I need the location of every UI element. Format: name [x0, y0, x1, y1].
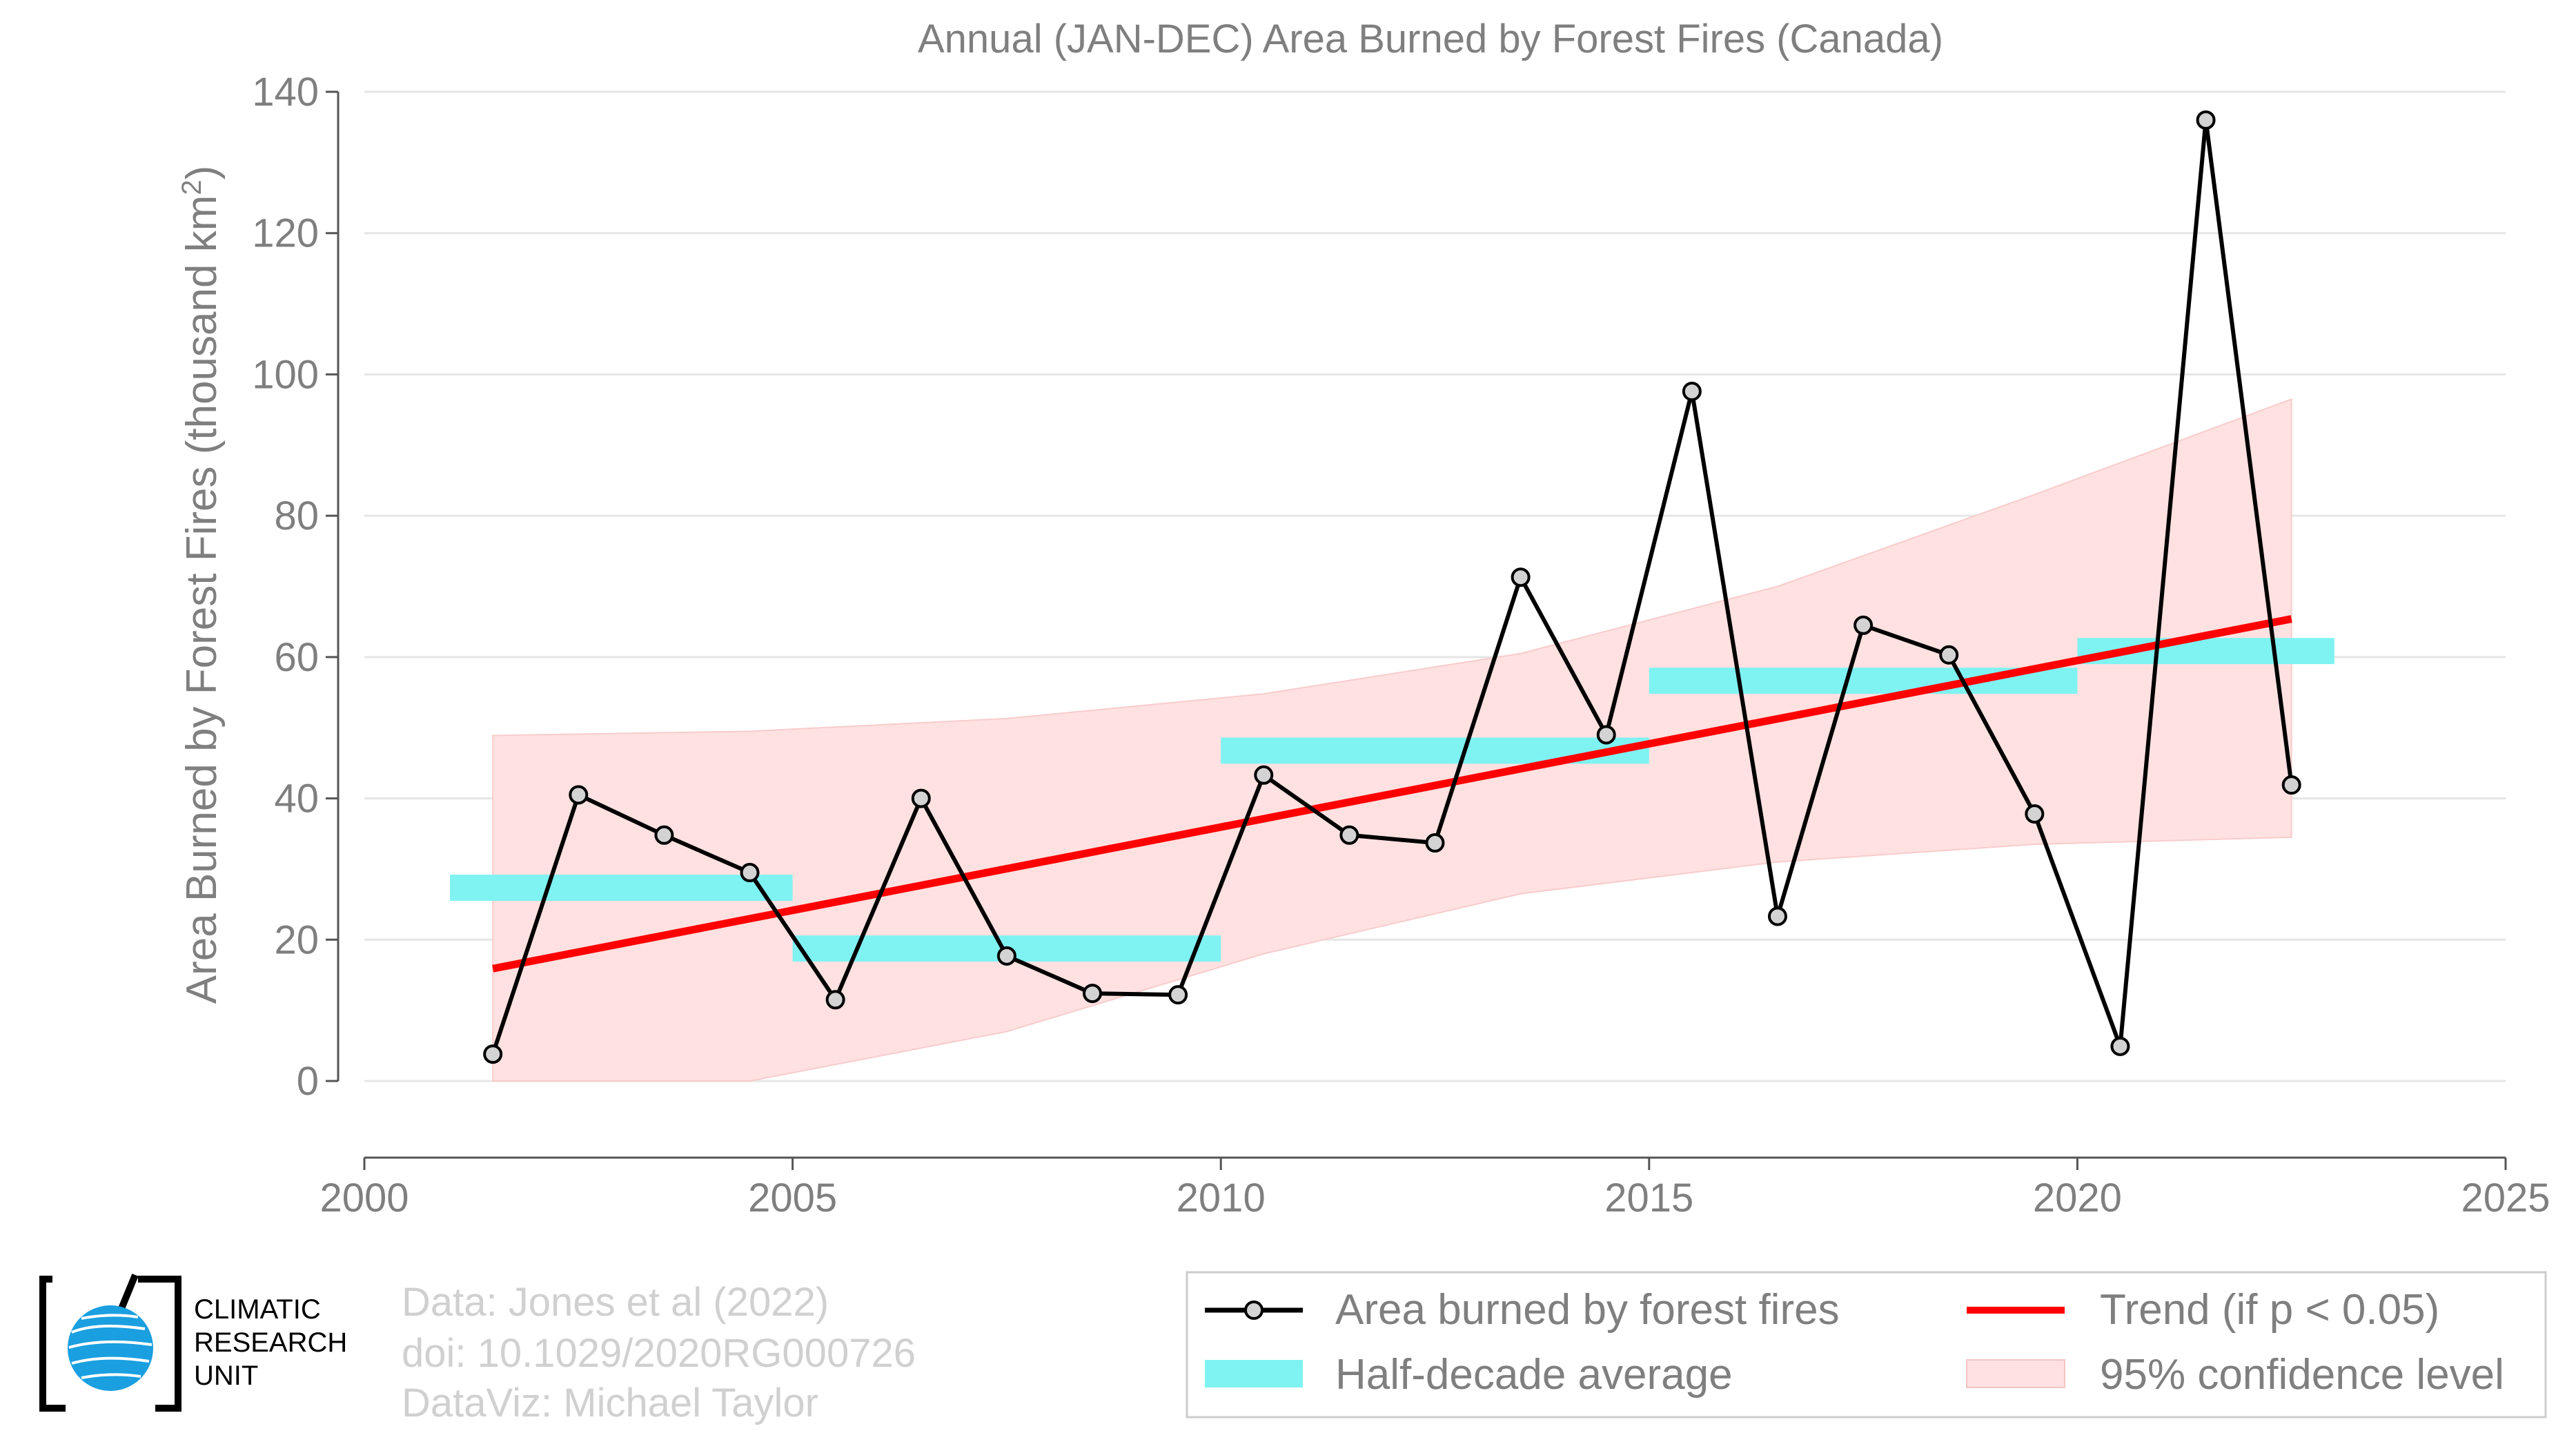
legend-swatch-marker: [1244, 1301, 1264, 1320]
legend-label-confidence: 95% confidence level: [2100, 1351, 2504, 1399]
credit-doi: doi: 10.1029/2020RG000726: [402, 1331, 916, 1376]
credit-dataviz: DataViz: Michael Taylor: [402, 1381, 818, 1425]
y-axis-label: Area Burned by Forest Fires (thousand km…: [177, 166, 226, 1004]
cru-logo: CLIMATIC RESEARCH UNIT: [39, 1274, 347, 1412]
chart-title: Annual (JAN-DEC) Area Burned by Forest F…: [918, 17, 1943, 61]
x-tick-label-2025: 2025: [2461, 1176, 2550, 1220]
legend-item-area-burned: Area burned by forest fires: [1205, 1286, 1840, 1334]
x-tick-label-2015: 2015: [1604, 1176, 1693, 1220]
logo-bracket-left: [39, 1276, 66, 1412]
x-tick-label-2020: 2020: [2033, 1176, 2122, 1220]
half-decade-bar-1: [450, 875, 793, 901]
logo-line-1: CLIMATIC: [194, 1294, 321, 1325]
data-point-12: [1425, 833, 1445, 853]
data-point-16: [1767, 906, 1787, 926]
y-tick-label-100: 100: [252, 352, 319, 397]
legend-swatch-pink: [1966, 1359, 2065, 1388]
data-point-4: [740, 863, 760, 883]
x-tick-label-2000: 2000: [319, 1176, 409, 1220]
x-tick-label-2005: 2005: [748, 1176, 837, 1220]
area-burned-line: [491, 117, 2294, 1055]
data-point-22: [2281, 775, 2301, 795]
data-point-14: [1596, 725, 1616, 745]
y-tick-label-120: 120: [252, 211, 319, 256]
data-point-15: [1682, 381, 1702, 401]
data-point-21: [2196, 110, 2216, 130]
trend-line: [492, 615, 2292, 973]
legend-label-half-decade: Half-decade average: [1335, 1351, 1733, 1399]
legend-swatch-cyan: [1205, 1360, 1303, 1387]
logo-slash: [117, 1274, 139, 1312]
data-point-9: [1168, 985, 1188, 1005]
y-axis-label-superscript: 2: [177, 179, 207, 195]
logo-line-3: UNIT: [194, 1361, 258, 1391]
legend-item-confidence: 95% confidence level: [1966, 1351, 2504, 1399]
data-point-6: [911, 788, 931, 808]
y-tick-label-40: 40: [274, 777, 319, 821]
data-point-18: [1939, 645, 1959, 665]
legend-label-trend: Trend (if p < 0.05): [2100, 1286, 2439, 1334]
y-tick-label-60: 60: [274, 635, 319, 680]
data-point-17: [1854, 615, 1874, 635]
data-point-1: [483, 1044, 503, 1064]
legend-item-trend: Trend (if p < 0.05): [1967, 1286, 2439, 1334]
y-tick-label-80: 80: [274, 494, 319, 538]
x-tick-label-2010: 2010: [1177, 1176, 1266, 1220]
y-tick-label-140: 140: [252, 70, 319, 115]
data-point-13: [1511, 567, 1531, 587]
data-point-3: [654, 825, 674, 845]
data-point-2: [569, 785, 589, 805]
data-point-8: [1083, 984, 1103, 1004]
data-point-11: [1339, 825, 1359, 845]
globe-icon: [68, 1305, 153, 1391]
legend: Area burned by forest fires Half-decade …: [1186, 1271, 2547, 1419]
x-axis-ticks: 2000 2005 2010 2015 2020 2025: [319, 1158, 2550, 1220]
data-point-10: [1254, 765, 1274, 785]
legend-label-area-burned: Area burned by forest fires: [1335, 1286, 1840, 1334]
area-burned-series-layer: [483, 110, 2301, 1064]
y-axis-ticks: 0 20 40 60 80 100 120 140: [252, 70, 338, 1104]
logo-bracket-right: [138, 1276, 181, 1412]
logo-line-2: RESEARCH: [194, 1327, 347, 1358]
y-tick-label-20: 20: [274, 917, 319, 962]
data-point-20: [2110, 1036, 2130, 1056]
y-axis-label-main: Area Burned by Forest Fires (thousand km: [178, 195, 226, 1004]
trend-layer: [492, 615, 2292, 973]
data-point-5: [825, 990, 845, 1010]
y-axis-label-end: ): [178, 166, 226, 180]
legend-frame: [1186, 1271, 2547, 1419]
data-point-7: [996, 946, 1016, 966]
legend-item-half-decade: Half-decade average: [1205, 1351, 1733, 1399]
y-tick-label-0: 0: [297, 1059, 319, 1104]
data-point-19: [2025, 804, 2045, 824]
credit-data-source: Data: Jones et al (2022): [402, 1280, 829, 1325]
